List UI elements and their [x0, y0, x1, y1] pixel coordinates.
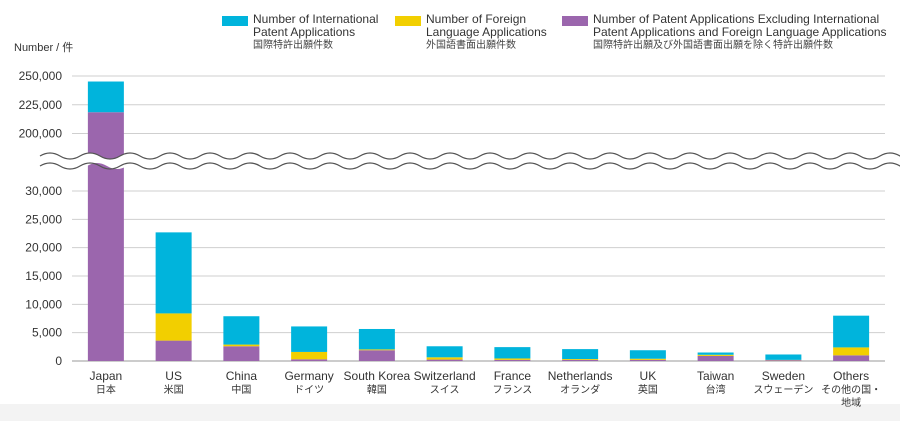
legend-label-foreign-1: Number of Foreign — [426, 12, 527, 26]
legend-item-excluding: Number of Patent Applications Excluding … — [593, 13, 887, 52]
x-tick-label-jp: フランス — [492, 384, 532, 396]
bar-segment-international — [494, 347, 531, 359]
bar-segment-excluding — [629, 359, 666, 361]
y-tick-label: 5,000 — [32, 326, 62, 340]
y-tick-label: 225,000 — [19, 98, 63, 112]
bar-segment-foreign — [629, 358, 666, 360]
bar-segment-excluding — [494, 359, 531, 361]
bar-segment-excluding — [426, 359, 463, 361]
x-tick-label-jp: 英国 — [638, 383, 658, 396]
x-tick-label-jp: 米国 — [164, 383, 184, 396]
bar-segment-excluding — [223, 346, 260, 361]
bar-segment-international — [697, 352, 734, 355]
legend-label-excluding-1: Number of Patent Applications Excluding … — [593, 12, 880, 26]
legend-swatch-excluding — [562, 16, 588, 26]
legend-label-foreign-2: Language Applications — [426, 25, 547, 39]
bar-segment-international — [291, 326, 328, 352]
legend-label-excluding-2: Patent Applications and Foreign Language… — [593, 25, 887, 39]
x-tick-label-jp: スウェーデン — [753, 383, 813, 396]
bar-segment-foreign — [697, 354, 734, 356]
y-tick-label: 0 — [55, 354, 62, 368]
y-tick-label: 20,000 — [25, 241, 62, 255]
bar-segment-excluding — [833, 355, 870, 361]
x-tick-label: Switzerland — [414, 369, 476, 383]
x-tick-label: UK — [640, 369, 657, 383]
bar-segment-excluding — [562, 359, 599, 361]
bar-segment-international — [562, 349, 599, 360]
x-tick-label: Netherlands — [548, 369, 613, 383]
bar-segment-excluding — [697, 355, 734, 361]
x-tick-label-jp: スイス — [430, 385, 460, 396]
x-tick-label: Others — [833, 369, 869, 383]
x-tick-label: France — [494, 369, 532, 383]
bar-segment-international — [358, 328, 395, 350]
x-tick-label-jp: その他の国・ — [821, 383, 881, 396]
x-tick-label-jp: オランダ — [560, 383, 600, 396]
x-tick-label: South Korea — [344, 369, 411, 383]
axis-break-line — [39, 152, 900, 160]
legend-label-excluding-jp: 国際特許出願及び外国語書面出願を除く特許出願件数 — [593, 40, 833, 51]
x-tick-label-jp: 台湾 — [706, 383, 726, 396]
bar-segment-international — [223, 316, 260, 345]
x-tick-label-jp: 韓国 — [367, 384, 387, 396]
x-tick-label-jp: 中国 — [231, 383, 251, 396]
bar-segment-foreign — [562, 359, 599, 360]
bar-segment-foreign — [291, 351, 328, 360]
legend-swatch-international — [222, 16, 248, 26]
y-tick-label: 10,000 — [25, 297, 62, 311]
bar-segment-international — [765, 354, 802, 360]
bottom-band — [0, 404, 900, 421]
x-tick-label-jp: ドイツ — [294, 385, 324, 396]
y-axis-unit-label: Number / 件 — [14, 42, 74, 54]
bar-segment-international — [833, 315, 870, 348]
y-tick-label: 250,000 — [19, 69, 63, 83]
legend-label-international-2: Patent Applications — [253, 25, 356, 39]
bar-segment-foreign — [155, 313, 192, 341]
legend-item-international: Number of International Patent Applicati… — [253, 13, 378, 52]
x-tick-label: China — [226, 369, 258, 383]
y-tick-label: 30,000 — [25, 184, 62, 198]
y-tick-label: 25,000 — [25, 212, 62, 226]
bar-segment-foreign — [358, 349, 395, 351]
bar-segment-foreign — [426, 357, 463, 360]
bar-segment-excluding — [155, 340, 192, 361]
x-tick-label: Japan — [90, 369, 123, 383]
legend-item-foreign: Number of Foreign Language Applications … — [426, 13, 547, 52]
bar-segment-international — [87, 81, 124, 113]
legend-swatch-foreign — [395, 16, 421, 26]
bar-segment-excluding — [358, 350, 395, 361]
legend-label-foreign-jp: 外国語書面出願件数 — [426, 40, 516, 51]
bar-segment-excluding — [87, 112, 124, 361]
bar-segment-international — [426, 346, 463, 358]
bar-segment-excluding — [291, 359, 328, 361]
y-tick-label: 200,000 — [19, 127, 63, 141]
x-tick-label: Sweden — [762, 369, 805, 383]
x-tick-label: US — [165, 369, 182, 383]
x-tick-label-jp: 日本 — [96, 383, 116, 396]
x-tick-label: Taiwan — [697, 369, 734, 383]
axis-break-line — [39, 162, 900, 170]
bar-segment-foreign — [494, 358, 531, 360]
axis-break-gap — [7, 153, 900, 169]
bar-segment-international — [155, 232, 192, 314]
bar-segment-foreign — [223, 344, 260, 347]
x-tick-label: Germany — [284, 369, 333, 383]
y-tick-label: 15,000 — [25, 269, 62, 283]
bar-segment-international — [629, 350, 666, 359]
legend-label-international-1: Number of International — [253, 12, 379, 26]
bar-segment-excluding — [765, 360, 802, 361]
bar-segment-foreign — [833, 347, 870, 356]
x-tick-label-jp: 地域 — [841, 396, 861, 409]
legend-label-international-jp: 国際特許出願件数 — [253, 40, 333, 51]
